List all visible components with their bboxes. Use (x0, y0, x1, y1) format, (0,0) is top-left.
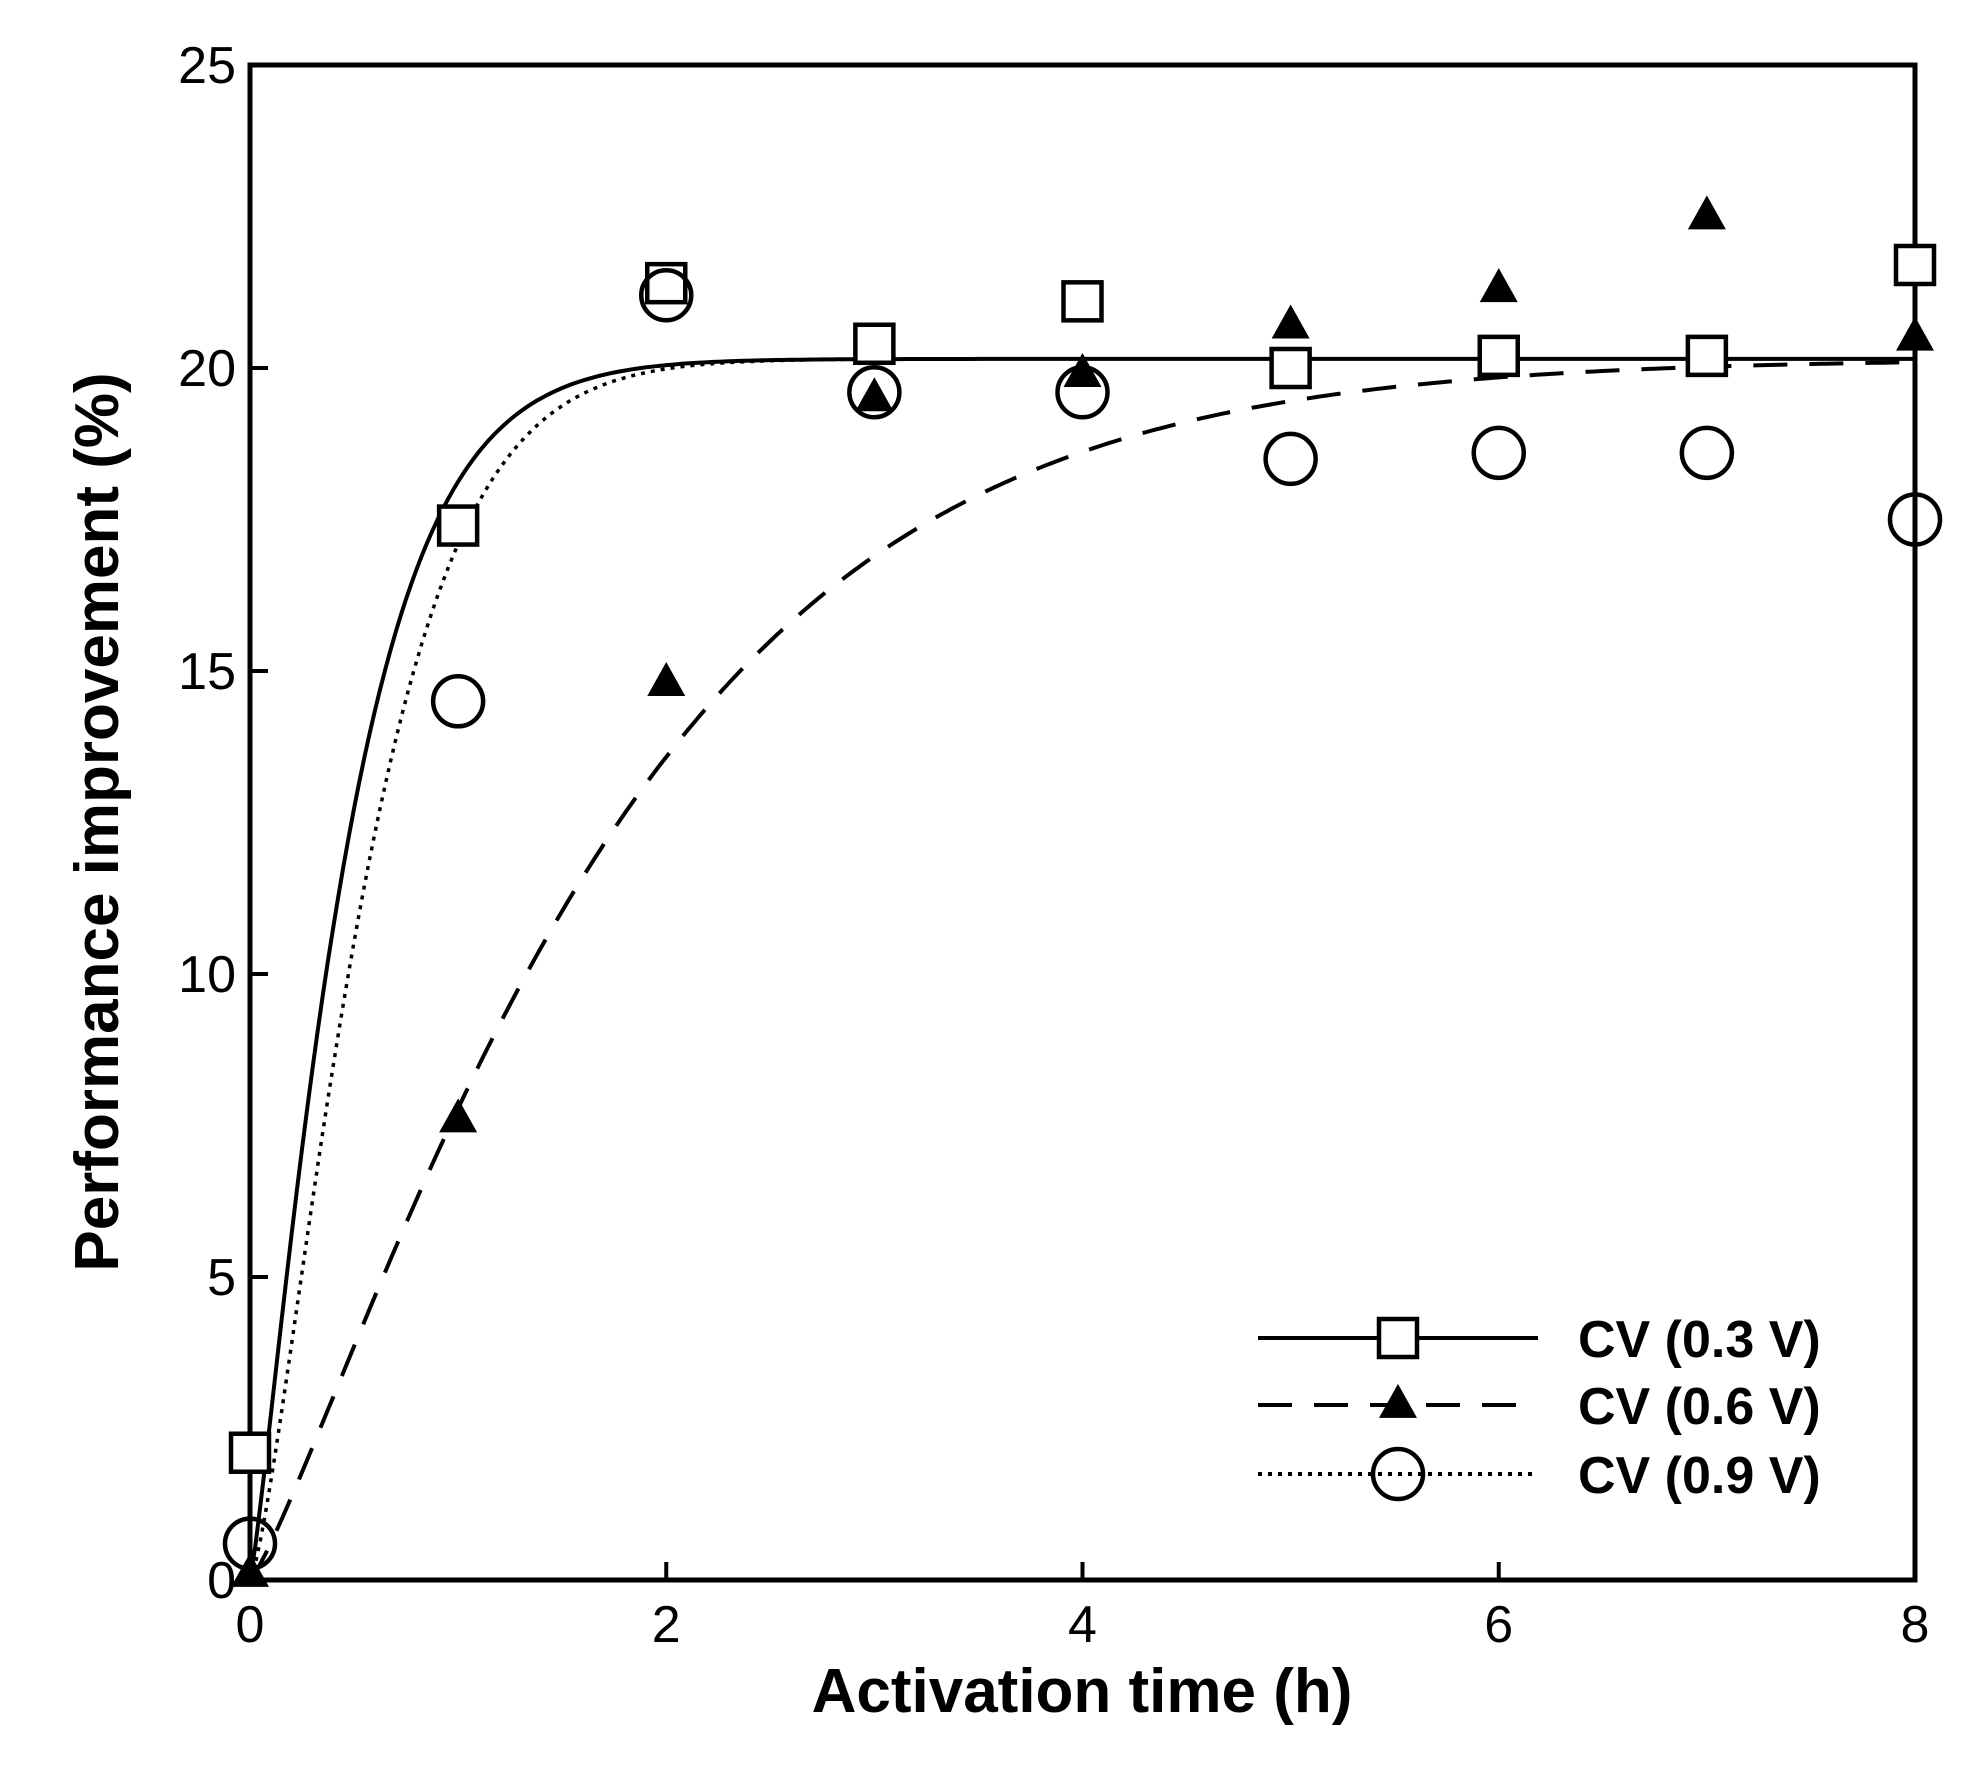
x-tick-label: 8 (1901, 1596, 1930, 1654)
x-tick-label: 6 (1484, 1596, 1513, 1654)
legend-label-series-1: CV (0.3 V) (1578, 1311, 1821, 1369)
data-point-series-3 (1887, 492, 1943, 547)
y-tick-label: 20 (178, 340, 236, 398)
data-point-series-3 (639, 268, 694, 323)
x-tick-label: 0 (236, 1596, 265, 1654)
data-point-series-1 (1477, 334, 1520, 378)
data-point-series-2 (647, 662, 686, 697)
y-axis-title: Performance improvement (%) (63, 372, 132, 1271)
legend-label-series-2: CV (0.6 V) (1578, 1378, 1821, 1436)
data-point-series-1 (1061, 280, 1104, 323)
data-point-series-1 (436, 504, 480, 547)
legend-marker-series-3 (1370, 1446, 1426, 1502)
y-tick-label: 25 (178, 37, 236, 95)
data-point-series-2 (855, 377, 894, 412)
data-point-series-1 (228, 1431, 272, 1474)
legend: CV (0.3 V) CV (0.6 V) CV (0.9 V) (1258, 1311, 1821, 1505)
data-point-series-1 (1893, 243, 1937, 287)
legend-marker-series-1 (1376, 1316, 1420, 1360)
data-point-series-3 (847, 364, 902, 420)
y-tick-label: 5 (207, 1249, 236, 1307)
y-tick-label: 10 (178, 946, 236, 1004)
legend-marker-series-2 (1379, 1383, 1417, 1418)
x-tick-label: 4 (1068, 1596, 1097, 1654)
data-point-series-3 (1471, 425, 1526, 481)
data-point-series-3 (1263, 431, 1318, 487)
data-markers (222, 195, 1943, 1587)
data-point-series-1 (853, 322, 896, 366)
data-point-series-1 (1685, 334, 1729, 378)
data-point-series-3 (430, 674, 486, 729)
data-point-series-2 (1063, 352, 1102, 387)
data-point-series-1 (1269, 346, 1312, 390)
legend-label-series-3: CV (0.9 V) (1578, 1447, 1821, 1505)
data-point-series-3 (1679, 425, 1735, 481)
data-point-series-2 (439, 1098, 478, 1133)
data-point-series-2 (1687, 195, 1726, 230)
data-point-series-2 (1896, 316, 1934, 351)
x-tick-label: 2 (652, 1596, 681, 1654)
y-tick-label: 15 (178, 643, 236, 701)
x-axis-title: Activation time (h) (812, 1657, 1353, 1726)
data-point-series-2 (1479, 268, 1518, 303)
data-point-series-3 (222, 1516, 278, 1571)
data-point-series-2 (1271, 304, 1310, 339)
data-point-series-3 (1055, 364, 1110, 420)
